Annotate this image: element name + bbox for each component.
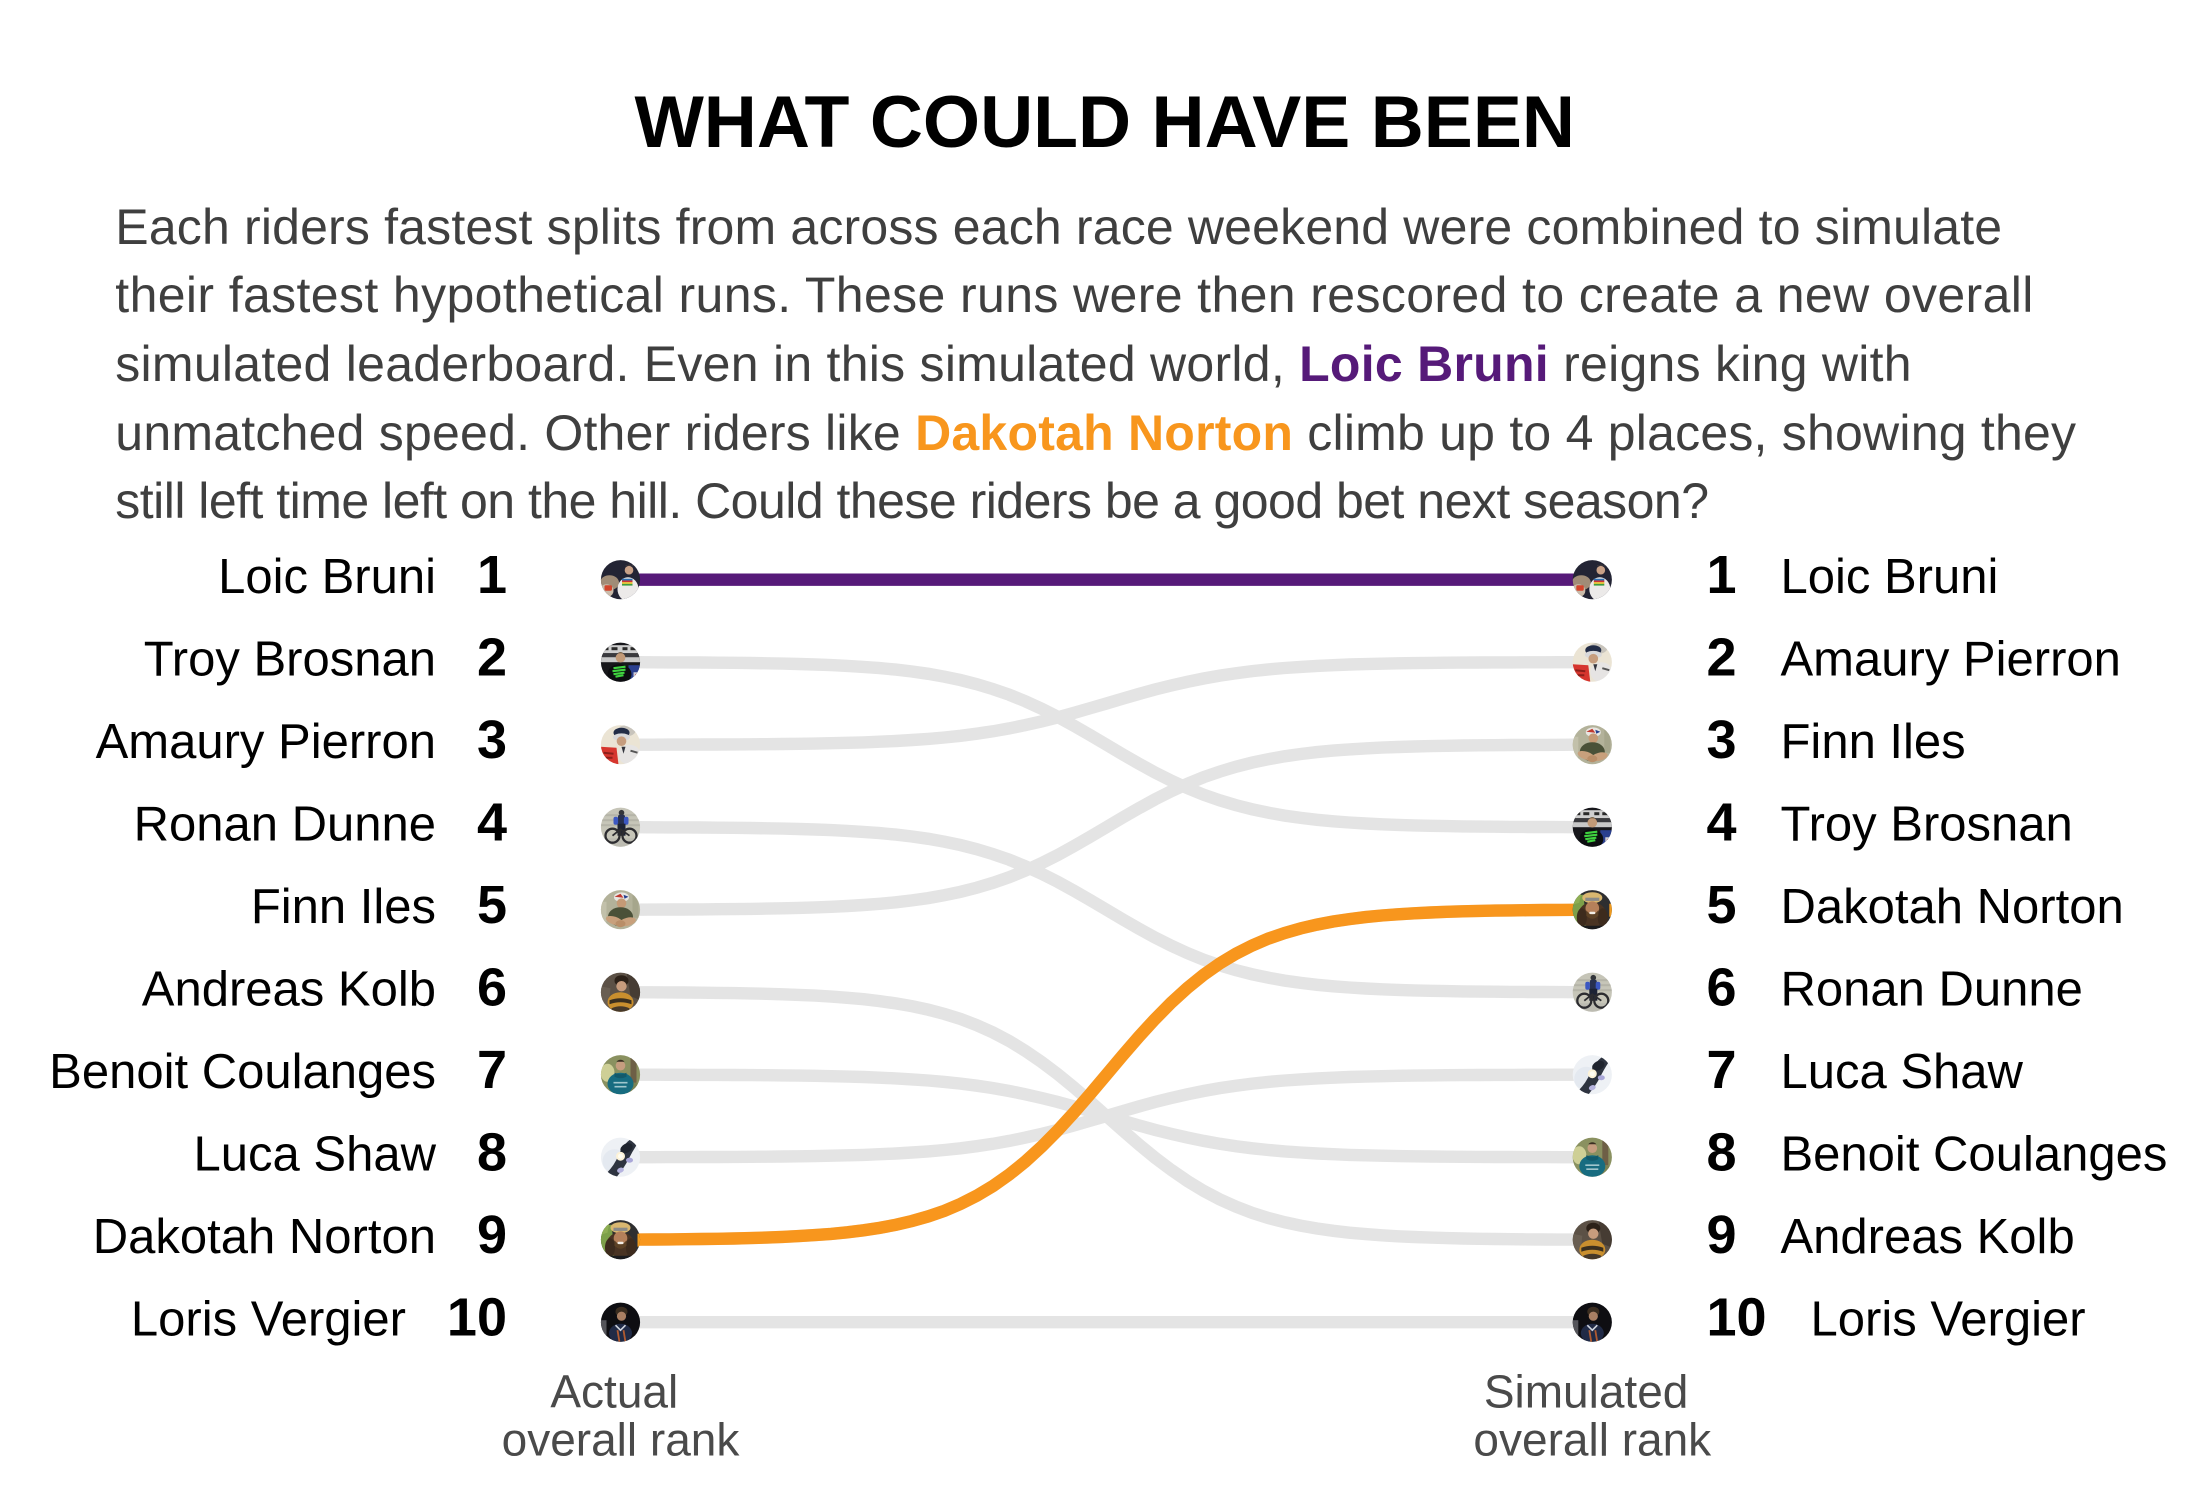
svg-text:1: 1: [477, 545, 507, 605]
svg-text:8: 8: [1707, 1123, 1737, 1183]
svg-text:7: 7: [1707, 1040, 1737, 1100]
svg-text:Dakotah Norton: Dakotah Norton: [93, 1210, 436, 1264]
svg-text:overall rank: overall rank: [502, 1414, 741, 1466]
svg-text:4: 4: [477, 793, 507, 853]
svg-text:Simulated: Simulated: [1484, 1366, 1689, 1418]
svg-text:Andreas Kolb: Andreas Kolb: [142, 963, 436, 1017]
svg-text:3: 3: [1707, 710, 1737, 770]
svg-text:8: 8: [477, 1123, 507, 1183]
svg-text:6: 6: [1707, 958, 1737, 1018]
svg-text:Troy Brosnan: Troy Brosnan: [144, 633, 436, 687]
svg-text:Benoit Coulanges: Benoit Coulanges: [1781, 1128, 2168, 1182]
svg-text:Benoit Coulanges: Benoit Coulanges: [49, 1045, 436, 1099]
svg-text:Amaury Pierron: Amaury Pierron: [96, 715, 436, 769]
svg-text:10: 10: [1707, 1288, 1767, 1348]
svg-text:Troy Brosnan: Troy Brosnan: [1781, 798, 2073, 852]
svg-text:overall rank: overall rank: [1473, 1414, 1712, 1466]
svg-text:2: 2: [477, 628, 507, 688]
svg-text:5: 5: [1707, 875, 1737, 935]
svg-text:Luca Shaw: Luca Shaw: [1781, 1045, 2024, 1099]
svg-text:2: 2: [1707, 628, 1737, 688]
svg-text:7: 7: [477, 1040, 507, 1100]
svg-text:6: 6: [477, 958, 507, 1018]
svg-text:4: 4: [1707, 793, 1737, 853]
svg-text:Andreas Kolb: Andreas Kolb: [1781, 1210, 2075, 1264]
svg-text:Loris Vergier: Loris Vergier: [1811, 1293, 2086, 1347]
svg-text:9: 9: [477, 1205, 507, 1265]
svg-text:Luca Shaw: Luca Shaw: [194, 1128, 437, 1182]
svg-text:5: 5: [477, 875, 507, 935]
svg-text:Actual: Actual: [550, 1366, 678, 1418]
svg-text:Amaury Pierron: Amaury Pierron: [1781, 633, 2121, 687]
svg-text:Loris Vergier: Loris Vergier: [131, 1293, 406, 1347]
svg-text:9: 9: [1707, 1205, 1737, 1265]
svg-text:Ronan Dunne: Ronan Dunne: [134, 798, 436, 852]
svg-text:Ronan Dunne: Ronan Dunne: [1781, 963, 2083, 1017]
svg-text:1: 1: [1707, 545, 1737, 605]
svg-text:3: 3: [477, 710, 507, 770]
svg-text:Finn Iles: Finn Iles: [251, 880, 436, 934]
svg-text:10: 10: [447, 1288, 507, 1348]
svg-text:Loic Bruni: Loic Bruni: [1781, 550, 1999, 604]
svg-text:Dakotah Norton: Dakotah Norton: [1781, 880, 2124, 934]
svg-text:Finn Iles: Finn Iles: [1781, 715, 1966, 769]
svg-text:Loic Bruni: Loic Bruni: [218, 550, 436, 604]
